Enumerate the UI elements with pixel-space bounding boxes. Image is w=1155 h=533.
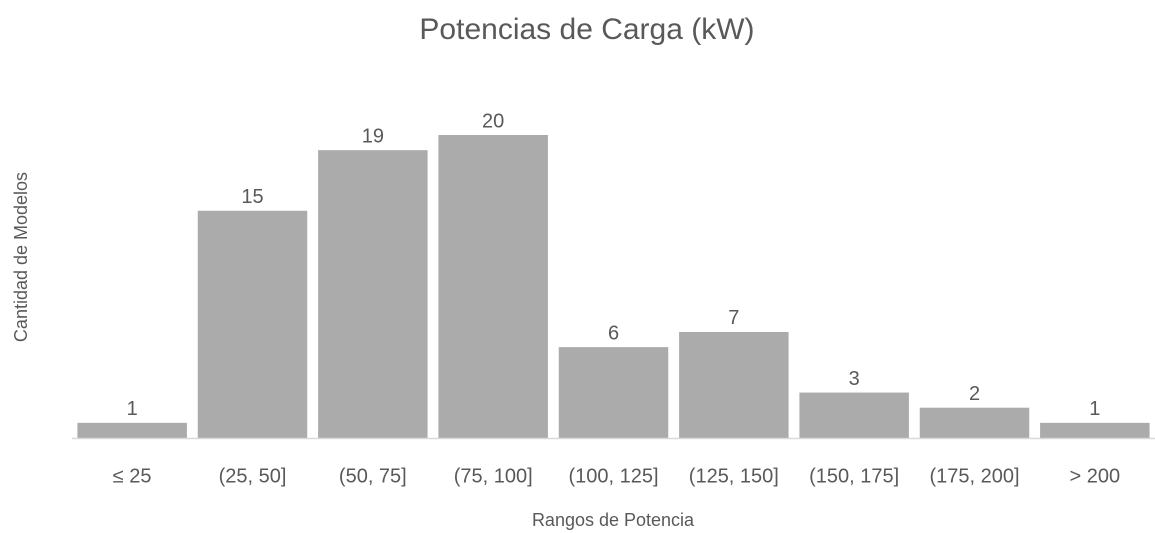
bar <box>438 135 548 438</box>
data-label: 1 <box>127 398 138 420</box>
x-tick-label: (50, 75] <box>339 465 407 487</box>
x-tick-label: (100, 125] <box>568 465 658 487</box>
data-label: 19 <box>362 125 384 147</box>
x-tick-label: (25, 50] <box>219 465 287 487</box>
bar <box>799 392 909 438</box>
x-tick-label: (175, 200] <box>929 465 1019 487</box>
x-tick-label: (75, 100] <box>454 465 533 487</box>
x-tick-label: > 200 <box>1070 465 1121 487</box>
bar <box>679 331 789 438</box>
data-label: 7 <box>728 307 739 329</box>
data-label: 15 <box>241 186 263 208</box>
data-label: 3 <box>849 368 860 390</box>
x-tick-label: (125, 150] <box>689 465 779 487</box>
bar <box>77 422 187 438</box>
x-tick-label: (150, 175] <box>809 465 899 487</box>
y-axis-label: Cantidad de Modelos <box>11 172 31 342</box>
bar <box>919 407 1030 438</box>
data-label: 1 <box>1089 398 1100 420</box>
data-label: 2 <box>969 383 980 405</box>
bar <box>558 347 669 438</box>
data-label: 20 <box>482 110 504 132</box>
bar <box>1040 422 1150 438</box>
bar <box>318 150 428 438</box>
x-tick-label: ≤ 25 <box>113 465 152 487</box>
bar <box>197 210 308 438</box>
chart-title: Potencias de Carga (kW) <box>419 13 754 46</box>
x-axis-label: Rangos de Potencia <box>532 510 695 530</box>
data-label: 6 <box>608 322 619 344</box>
